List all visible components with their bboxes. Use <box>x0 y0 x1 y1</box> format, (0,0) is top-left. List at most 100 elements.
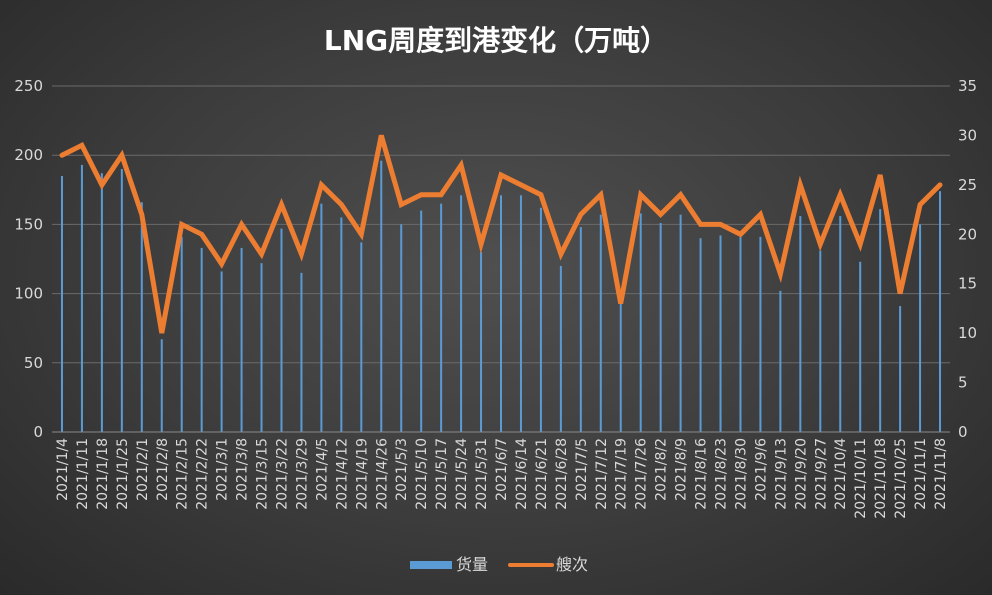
left-tick-label: 150 <box>14 215 43 233</box>
x-tick-label: 2021/10/25 <box>893 438 909 519</box>
right-tick-label: 10 <box>958 324 977 342</box>
bar <box>819 250 822 432</box>
x-tick-label: 2021/1/4 <box>55 438 71 501</box>
bar <box>779 290 782 432</box>
x-tick-label: 2021/7/5 <box>574 438 590 501</box>
bar <box>100 173 103 432</box>
x-tick-label: 2021/10/4 <box>833 438 849 510</box>
x-tick-label: 2021/4/19 <box>354 438 370 510</box>
bar <box>839 216 842 432</box>
x-axis: 2021/1/4 2021/1/11 2021/1/18 2021/1/25 2021/… <box>52 431 950 519</box>
right-tick-label: 30 <box>958 126 977 144</box>
bar <box>320 203 323 432</box>
x-tick-label: 2021/6/14 <box>514 438 530 510</box>
bar <box>60 175 63 432</box>
left-tick-label: 250 <box>14 77 43 95</box>
right-tick-label: 25 <box>958 176 977 194</box>
chart-title: LNG周度到港变化（万吨） <box>324 24 668 57</box>
x-tick-label: 2021/1/18 <box>95 438 111 510</box>
x-tick-label: 2021/3/29 <box>294 438 310 510</box>
bar <box>140 202 143 432</box>
x-tick-label: 2021/8/23 <box>714 438 730 510</box>
x-tick-label: 2021/8/2 <box>654 438 670 501</box>
x-tick-label: 2021/2/15 <box>175 438 191 510</box>
bar <box>799 216 802 432</box>
x-tick-label: 2021/3/22 <box>274 438 290 510</box>
bar <box>460 195 463 432</box>
bar <box>120 169 123 433</box>
bar <box>420 210 423 432</box>
x-tick-label: 2021/9/27 <box>813 438 829 510</box>
bar <box>80 164 83 432</box>
bar <box>180 236 183 432</box>
bar <box>480 252 483 432</box>
x-tick-label: 2021/6/28 <box>554 438 570 510</box>
bar <box>300 272 303 432</box>
legend-label-bar: 货量 <box>456 555 488 574</box>
x-tick-label: 2021/9/20 <box>793 438 809 510</box>
bar <box>539 207 542 432</box>
left-tick-label: 50 <box>24 354 43 372</box>
bar <box>719 235 722 432</box>
left-tick-label: 0 <box>33 423 43 441</box>
bar <box>579 227 582 432</box>
bar <box>200 247 203 432</box>
bar <box>440 203 443 432</box>
x-tick-label: 2021/8/30 <box>733 438 749 510</box>
bar <box>919 224 922 432</box>
bar <box>240 247 243 432</box>
bar <box>899 306 902 432</box>
left-y-axis: 0 50 100 150 200 250 <box>14 77 43 441</box>
bar <box>679 214 682 432</box>
left-tick-label: 100 <box>14 285 43 303</box>
right-tick-label: 20 <box>958 225 977 243</box>
bar <box>739 236 742 432</box>
x-tick-label: 2021/10/18 <box>873 438 889 519</box>
bar <box>659 223 662 432</box>
x-tick-label: 2021/2/8 <box>155 438 171 501</box>
bar <box>939 191 942 432</box>
x-tick-label: 2021/8/16 <box>694 438 710 510</box>
x-tick-label: 2021/11/8 <box>933 438 949 510</box>
bar <box>559 265 562 432</box>
line-series <box>59 134 943 334</box>
legend: 货量 艘次 <box>410 555 588 574</box>
x-tick-label: 2021/11/1 <box>913 438 929 510</box>
x-tick-label: 2021/9/13 <box>773 438 789 510</box>
bar <box>220 271 223 432</box>
bar <box>619 300 622 432</box>
bar <box>380 160 383 432</box>
bar <box>260 263 263 432</box>
bar <box>859 261 862 432</box>
x-tick-label: 2021/2/1 <box>135 438 151 501</box>
x-tick-label: 2021/9/6 <box>753 438 769 501</box>
bar <box>280 228 283 432</box>
bar <box>519 195 522 432</box>
x-tick-label: 2021/1/11 <box>75 438 91 510</box>
x-tick-label: 2021/6/7 <box>494 438 510 501</box>
x-tick-label: 2021/5/17 <box>434 438 450 510</box>
x-tick-label: 2021/3/1 <box>215 438 231 501</box>
right-y-axis: 0 5 10 15 20 25 30 35 <box>958 77 977 441</box>
bar <box>160 339 163 432</box>
x-tick-label: 2021/4/26 <box>374 438 390 510</box>
x-tick-label: 2021/5/31 <box>474 438 490 510</box>
x-tick-label: 2021/3/15 <box>255 438 271 510</box>
bar <box>360 242 363 432</box>
x-tick-label: 2021/3/8 <box>235 438 251 501</box>
bar <box>500 195 502 432</box>
x-tick-label: 2021/7/26 <box>634 438 650 510</box>
bar <box>599 214 602 432</box>
x-tick-label: 2021/5/3 <box>394 438 410 501</box>
x-tick-label: 2021/5/10 <box>414 438 430 510</box>
legend-label-line: 艘次 <box>556 555 588 574</box>
bar <box>340 217 343 432</box>
x-tick-label: 2021/6/21 <box>534 438 550 510</box>
x-tick-label: 2021/5/24 <box>454 438 470 510</box>
x-tick-label: 2021/4/5 <box>314 438 330 501</box>
legend-swatch-bar <box>410 561 452 569</box>
left-tick-label: 200 <box>14 146 43 164</box>
bar <box>639 213 642 432</box>
x-tick-label: 2021/7/19 <box>614 438 630 510</box>
